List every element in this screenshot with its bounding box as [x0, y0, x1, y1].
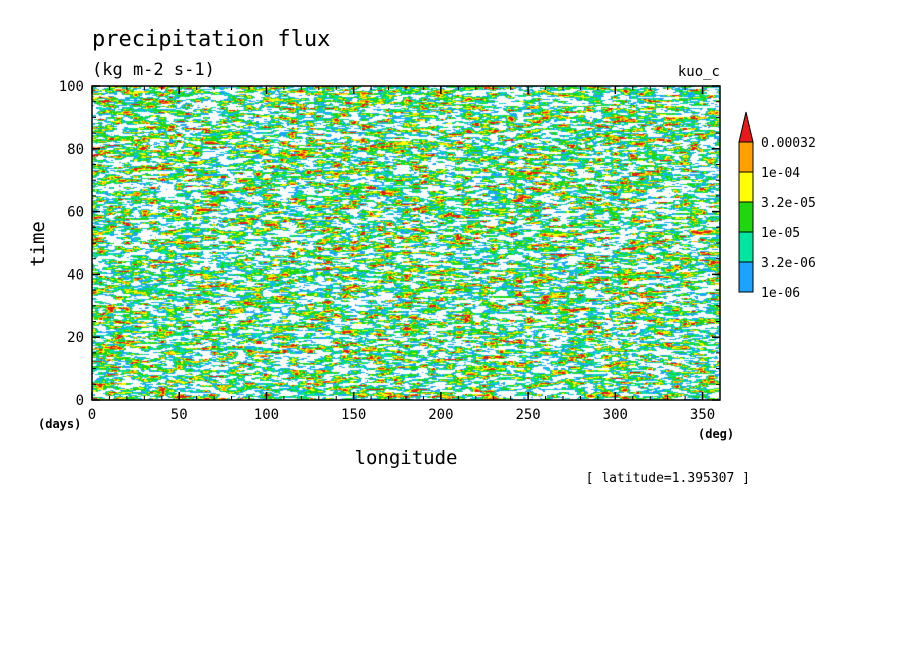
experiment-label: kuo_c	[678, 64, 720, 80]
colorbar-legend: 1e-06 3.2e-06 1e-05 3.2e-05 1e-04 0.00032	[738, 111, 816, 301]
plot-area: 0 50 100 150 200 250 300 350 0 20 40 60 80 100	[59, 79, 721, 423]
x-tick-label: 100	[254, 407, 279, 423]
colorbar-segment	[738, 231, 754, 263]
x-tick-label: 350	[690, 407, 715, 423]
colorbar-extend-arrow	[738, 111, 754, 143]
colorbar-label: 3.2e-06	[761, 256, 816, 271]
y-axis-ticks: 0 20 40 60 80 100	[59, 79, 720, 409]
colorbar-segment	[738, 261, 754, 293]
y-tick-label: 100	[59, 79, 84, 95]
colorbar-label: 1e-04	[761, 166, 800, 181]
chart-subtitle: (kg m-2 s-1)	[92, 60, 215, 80]
x-tick-label: 0	[88, 407, 96, 423]
x-axis-unit: (deg)	[698, 427, 734, 441]
x-tick-label: 150	[341, 407, 366, 423]
colorbar-label: 1e-06	[761, 286, 800, 301]
y-tick-label: 60	[67, 205, 84, 221]
precipitation-field	[92, 86, 720, 400]
chart-title: precipitation flux	[92, 27, 330, 52]
y-tick-label: 80	[67, 142, 84, 158]
latitude-note: [ latitude=1.395307 ]	[586, 471, 750, 486]
x-tick-label: 300	[603, 407, 628, 423]
x-tick-label: 50	[171, 407, 188, 423]
colorbar-label: 0.00032	[761, 136, 816, 151]
y-tick-label: 20	[67, 330, 84, 346]
y-axis-unit: (days)	[38, 417, 81, 431]
field-raster	[92, 86, 720, 400]
y-tick-label: 40	[67, 267, 84, 283]
colorbar-label: 3.2e-05	[761, 196, 816, 211]
x-tick-label: 200	[428, 407, 453, 423]
x-tick-label: 250	[515, 407, 540, 423]
colorbar-label: 1e-05	[761, 226, 800, 241]
colorbar-segment	[738, 141, 754, 173]
x-axis-label: longitude	[355, 447, 458, 469]
x-axis-ticks: 0 50 100 150 200 250 300 350	[88, 86, 715, 423]
y-tick-label: 0	[76, 393, 84, 409]
colorbar-segment	[738, 201, 754, 233]
y-axis-label: time	[27, 221, 49, 267]
colorbar-segment	[738, 171, 754, 203]
